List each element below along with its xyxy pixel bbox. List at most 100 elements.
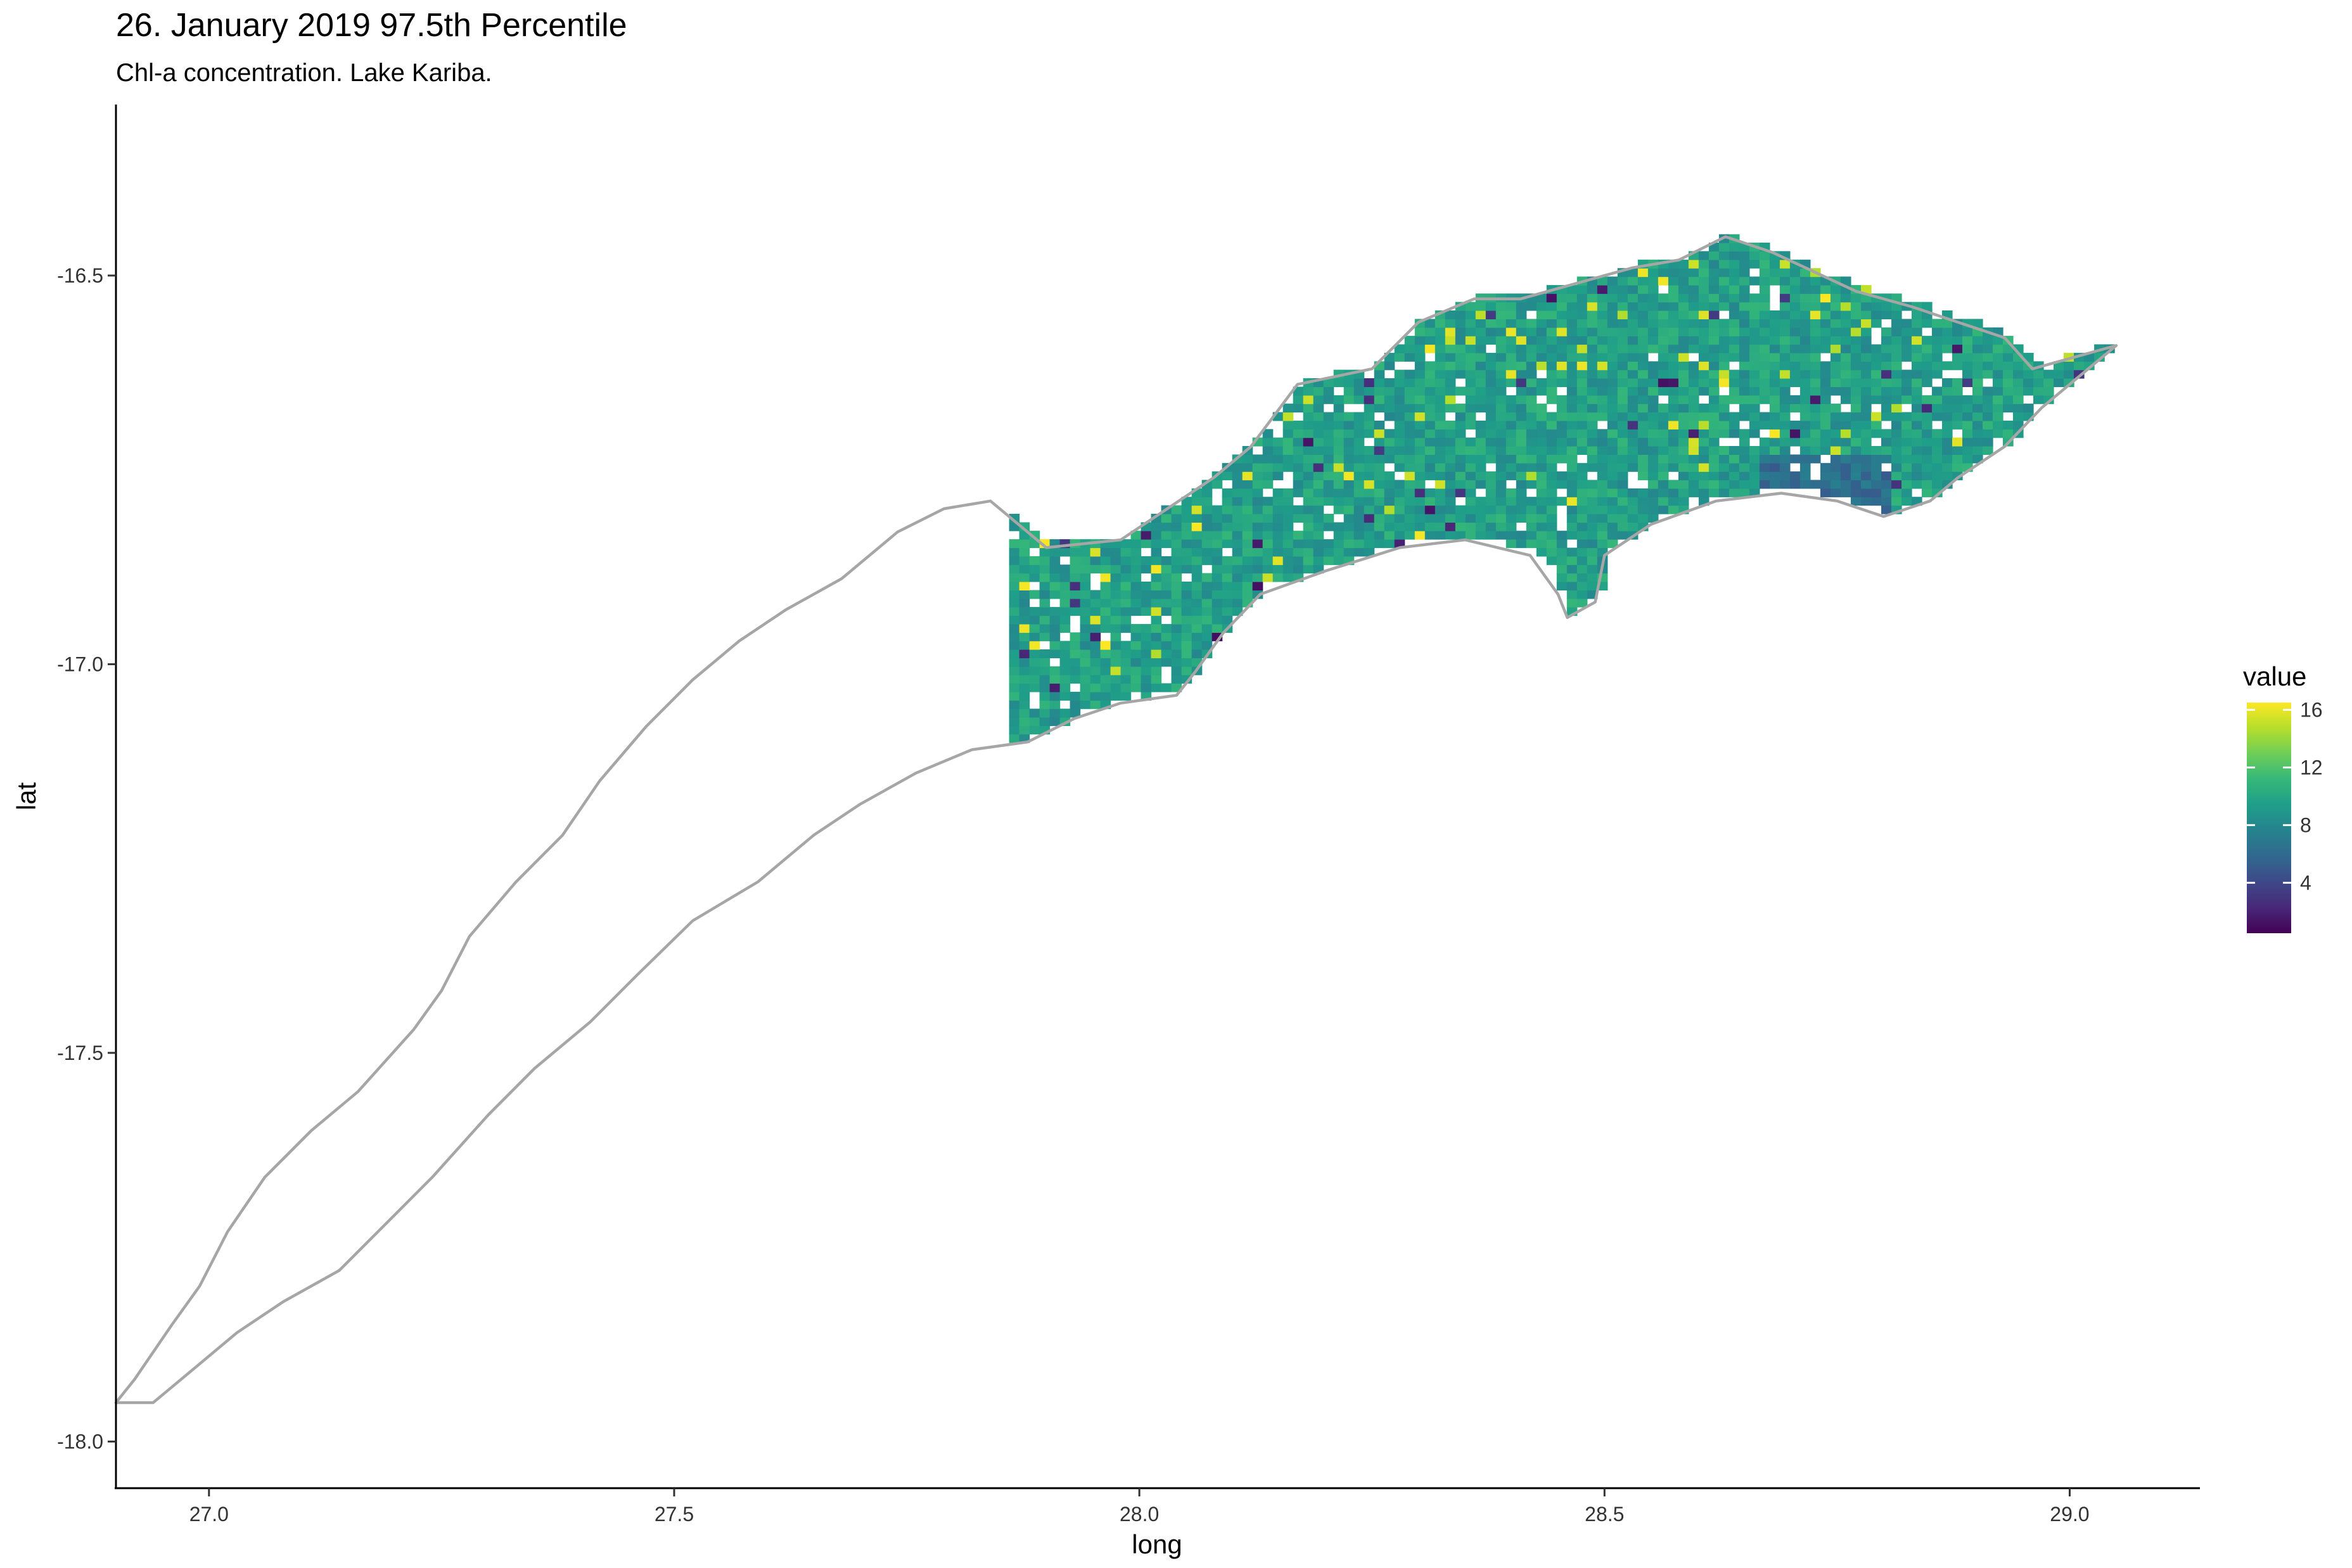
heatmap-cell [1181,514,1192,523]
heatmap-cell [1374,386,1385,396]
heatmap-cell [1414,369,1426,379]
heatmap-cell [1932,336,1943,345]
heatmap-cell [1181,505,1192,514]
heatmap-cell [1739,462,1750,472]
heatmap-cell [1637,386,1649,396]
heatmap-cell [1282,437,1294,447]
heatmap-cell [1353,497,1365,506]
heatmap-cell [1912,412,1922,421]
heatmap-cell [1729,420,1740,430]
heatmap-cell [1424,471,1436,481]
heatmap-cell [1718,429,1730,438]
heatmap-cell [1729,395,1740,404]
heatmap-cell [1384,446,1395,455]
heatmap-cell [1505,497,1517,506]
heatmap-cell [1181,623,1192,633]
heatmap-cell [1647,327,1659,336]
heatmap-cell [1323,514,1334,523]
heatmap-cell [1932,361,1943,371]
heatmap-cell [1698,268,1710,277]
heatmap-cell [1536,412,1547,421]
heatmap-cell [1201,505,1213,514]
heatmap-cell [1353,395,1365,404]
heatmap-cell [1090,632,1101,642]
heatmap-cell [1262,454,1274,464]
heatmap-cell [1952,352,1963,362]
heatmap-cell [1516,327,1527,336]
heatmap-cell [1637,497,1649,506]
heatmap-cell [1242,547,1253,557]
heatmap-cell [1830,480,1841,489]
heatmap-cell [1698,420,1710,430]
heatmap-cell [1962,454,1973,464]
heatmap-cell [1658,369,1669,379]
heatmap-cell [1688,454,1699,464]
heatmap-cell [1587,412,1598,421]
heatmap-cell [1171,641,1182,650]
heatmap-cell [1769,404,1780,413]
heatmap-cell [1881,488,1892,497]
heatmap-cell [1404,514,1416,523]
heatmap-cell [1962,361,1973,371]
heatmap-cell [1658,344,1669,354]
heatmap-cell [1861,336,1872,345]
heatmap-cell [1465,497,1476,506]
heatmap-cell [1516,505,1527,514]
heatmap-cell [1201,488,1213,497]
heatmap-cell [1779,352,1791,362]
heatmap-cell [1364,404,1375,413]
heatmap-cell [1566,547,1578,557]
heatmap-cell [1993,361,2004,371]
heatmap-cell [1475,446,1486,455]
heatmap-cell [1718,302,1730,311]
heatmap-cell [2033,386,2044,396]
heatmap-cell [1445,395,1456,404]
heatmap-cell [1810,420,1821,430]
heatmap-cell [1211,564,1223,574]
heatmap-cell [1647,471,1659,481]
heatmap-cell [1556,378,1568,387]
heatmap-cell [1597,480,1608,489]
heatmap-cell [1536,454,1547,464]
heatmap-cell [1475,505,1486,514]
heatmap-cell [1789,378,1801,387]
heatmap-cell [1647,268,1659,277]
heatmap-cell [1952,454,1963,464]
heatmap-cell [1607,310,1618,319]
heatmap-cell [1840,471,1851,481]
heatmap-cell [1313,412,1324,421]
heatmap-cell [1100,658,1111,667]
heatmap-cell [1435,446,1446,455]
heatmap-cell [1708,471,1720,481]
heatmap-cell [1110,582,1122,590]
heatmap-cell [1861,361,1872,371]
heatmap-cell [1516,395,1527,404]
heatmap-cell [1019,564,1030,574]
heatmap-cell [1049,582,1061,590]
heatmap-cell [1912,336,1922,345]
heatmap-cell [1688,395,1699,404]
heatmap-cell [1374,497,1385,506]
heatmap-cell [1556,336,1568,345]
heatmap-cell [1536,480,1547,489]
heatmap-cell [1465,530,1476,540]
heatmap-cell [1708,386,1720,396]
heatmap-cell [1130,590,1142,599]
heatmap-cell [1972,446,1983,455]
heatmap-cell [1698,344,1710,354]
heatmap-cell [1627,395,1639,404]
heatmap-cell [1384,454,1395,464]
heatmap-cell [1607,369,1618,379]
heatmap-cell [1313,505,1324,514]
heatmap-cell [1536,446,1547,455]
heatmap-cell [1282,530,1294,540]
heatmap-cell [1789,276,1801,286]
heatmap-cell [1242,564,1253,574]
heatmap-cell [1130,641,1142,650]
heatmap-cell [1364,547,1375,557]
heatmap-cell [1708,302,1720,311]
heatmap-cell [1637,284,1649,294]
heatmap-cell [1445,462,1456,472]
heatmap-cell [1861,497,1872,506]
heatmap-cell [1475,530,1486,540]
